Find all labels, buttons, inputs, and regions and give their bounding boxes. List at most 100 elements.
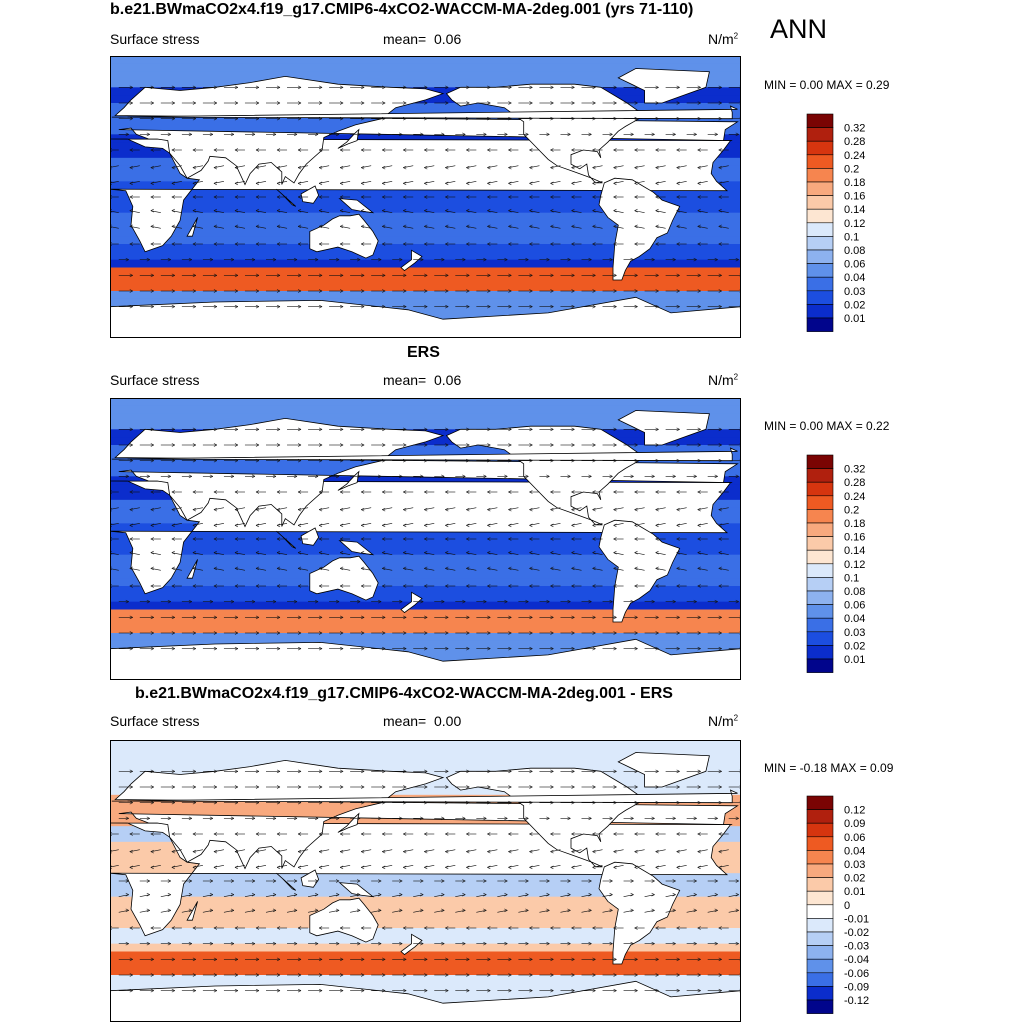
- stress-vector-head: [125, 599, 129, 604]
- stress-vector-head: [276, 289, 281, 293]
- stress-vector-head: [382, 224, 386, 229]
- stress-vector-head: [651, 879, 655, 883]
- stress-vector-head: [424, 973, 428, 977]
- stress-vector-head: [571, 785, 575, 789]
- stress-vector-head: [466, 615, 470, 620]
- stress-vector-head: [655, 865, 659, 870]
- stress-vector: [655, 865, 666, 868]
- stress-vector-head: [592, 926, 596, 930]
- stress-vector-head: [297, 490, 302, 494]
- stress-vector-head: [676, 849, 680, 854]
- stress-vector-head: [529, 116, 533, 121]
- stress-vector-head: [339, 273, 344, 278]
- stress-vector-head: [424, 148, 428, 152]
- stress-vector: [613, 849, 624, 852]
- stress-vector-head: [550, 101, 554, 105]
- stress-vector: [382, 507, 393, 510]
- stress-vector-head: [529, 988, 533, 993]
- stress-vector-head: [655, 957, 659, 962]
- colorbar-tick-label: 0.16: [844, 191, 865, 203]
- stress-vector-head: [167, 908, 171, 913]
- stress-vector-head: [213, 458, 218, 463]
- stress-vector-head: [466, 181, 470, 186]
- stress-vector-head: [297, 289, 302, 293]
- stress-vector-head: [213, 973, 218, 977]
- stress-vector-head: [466, 289, 470, 293]
- season-label: ANN: [770, 14, 828, 44]
- stress-vector-head: [504, 132, 508, 137]
- stress-vector-head: [529, 181, 533, 186]
- stress-vector-head: [466, 566, 470, 571]
- stress-vector-head: [634, 242, 638, 246]
- stress-vector-head: [276, 832, 281, 836]
- stress-vector-head: [129, 800, 133, 805]
- stress-vector-head: [318, 988, 323, 993]
- stress-vector-head: [420, 941, 424, 946]
- stress-vector-head: [339, 289, 344, 293]
- stress-vector-head: [445, 615, 449, 620]
- stress-vector-head: [339, 550, 344, 555]
- stress-vector-head: [592, 507, 596, 512]
- colorbar-tick-label: 0.01: [844, 886, 865, 898]
- stress-vectors: [110, 85, 741, 309]
- stress-vector-head: [592, 566, 596, 571]
- stress-vector-head: [630, 132, 634, 137]
- stress-vector-head: [403, 273, 407, 278]
- stress-vector-head: [382, 165, 386, 170]
- stress-vector-head: [697, 507, 701, 512]
- land-mass: [110, 980, 741, 1022]
- stress-vector: [497, 910, 508, 913]
- colorbar-swatch: [806, 945, 834, 960]
- stress-vector: [129, 849, 140, 852]
- stress-vector-head: [171, 195, 175, 199]
- colorbar-tick-label: -0.02: [844, 927, 869, 939]
- colorbar-swatch: [806, 168, 834, 183]
- stress-vector: [560, 910, 571, 913]
- stress-vector-head: [276, 273, 281, 278]
- stress-vector-head: [171, 646, 175, 651]
- colorbar-swatch: [806, 495, 834, 510]
- stress-vector-head: [697, 785, 701, 789]
- stress-vector-head: [255, 550, 260, 555]
- stress-vector-head: [634, 988, 638, 993]
- stress-vector-head: [382, 584, 386, 588]
- stress-vector: [560, 894, 571, 897]
- stress-vector-head: [613, 785, 617, 789]
- stress-vector-head: [382, 85, 386, 90]
- stress-vector-head: [466, 490, 470, 494]
- stress-vector-head: [171, 242, 175, 246]
- stress-vector-head: [192, 849, 197, 854]
- stress-vector-head: [356, 892, 361, 897]
- stress-vector-head: [445, 646, 449, 651]
- stress-vector-head: [192, 181, 197, 186]
- stress-vector-head: [445, 973, 449, 977]
- stress-vector-head: [255, 957, 260, 962]
- stress-vector-head: [272, 474, 277, 479]
- stress-vector: [634, 181, 645, 184]
- stress-vector-head: [592, 181, 596, 186]
- stress-vector-head: [213, 537, 218, 541]
- stress-vector-head: [550, 973, 554, 977]
- stress-vector-head: [255, 148, 260, 152]
- stress-vector: [171, 165, 182, 168]
- stress-vector-head: [571, 148, 575, 152]
- stress-vector-head: [487, 800, 491, 805]
- stress-vector-head: [171, 584, 175, 588]
- stress-vector-head: [403, 988, 407, 993]
- stress-vector: [298, 568, 309, 571]
- stress-vector: [466, 865, 477, 868]
- stress-vector: [623, 894, 634, 897]
- stress-vector-head: [129, 785, 133, 789]
- stress-vector: [686, 894, 697, 897]
- stress-vector-head: [255, 537, 260, 541]
- stress-vector-head: [192, 85, 196, 90]
- stress-vector-head: [655, 785, 659, 789]
- stress-vector-head: [361, 566, 365, 571]
- stress-vector-head: [718, 926, 722, 930]
- field-band: [110, 103, 741, 112]
- stress-vector-head: [129, 148, 133, 152]
- colorbar-swatch: [806, 195, 834, 210]
- stress-vector-head: [571, 165, 575, 170]
- stress-vector-head: [634, 304, 638, 309]
- stress-vector: [613, 865, 624, 868]
